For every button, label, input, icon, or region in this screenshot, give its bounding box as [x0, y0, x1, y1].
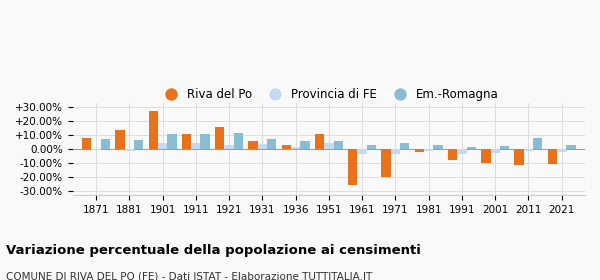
Bar — [481, 149, 491, 163]
Bar — [267, 139, 277, 149]
Bar — [91, 149, 101, 150]
Bar — [358, 149, 367, 154]
Bar — [300, 141, 310, 149]
Bar — [167, 134, 176, 149]
Bar — [382, 149, 391, 178]
Bar — [491, 149, 500, 153]
Bar — [334, 141, 343, 149]
Bar — [101, 139, 110, 149]
Bar — [424, 149, 433, 151]
Bar — [234, 133, 243, 149]
Bar — [467, 147, 476, 149]
Bar — [191, 143, 200, 149]
Bar — [457, 149, 467, 154]
Bar — [158, 143, 167, 149]
Bar — [400, 143, 409, 149]
Bar — [149, 111, 158, 149]
Bar — [348, 149, 358, 185]
Bar — [215, 127, 224, 149]
Bar — [367, 145, 376, 149]
Bar — [557, 149, 566, 152]
Bar — [533, 138, 542, 149]
Legend: Riva del Po, Provincia di FE, Em.-Romagna: Riva del Po, Provincia di FE, Em.-Romagn… — [155, 83, 503, 106]
Bar — [315, 134, 324, 149]
Bar — [224, 145, 234, 149]
Bar — [115, 130, 125, 149]
Bar — [500, 146, 509, 149]
Bar — [125, 149, 134, 151]
Text: Variazione percentuale della popolazione ai censimenti: Variazione percentuale della popolazione… — [6, 244, 421, 256]
Bar — [248, 141, 257, 149]
Bar — [281, 146, 291, 149]
Bar — [257, 144, 267, 149]
Bar — [134, 140, 143, 149]
Bar — [448, 149, 457, 160]
Bar — [514, 149, 524, 165]
Bar — [82, 138, 91, 149]
Bar — [548, 149, 557, 164]
Bar — [415, 149, 424, 152]
Text: COMUNE DI RIVA DEL PO (FE) - Dati ISTAT - Elaborazione TUTTITALIA.IT: COMUNE DI RIVA DEL PO (FE) - Dati ISTAT … — [6, 272, 372, 280]
Bar — [200, 134, 210, 149]
Bar — [524, 149, 533, 151]
Bar — [391, 149, 400, 154]
Bar — [566, 145, 575, 149]
Bar — [433, 146, 443, 149]
Bar — [324, 143, 334, 149]
Bar — [182, 134, 191, 149]
Bar — [291, 147, 300, 149]
